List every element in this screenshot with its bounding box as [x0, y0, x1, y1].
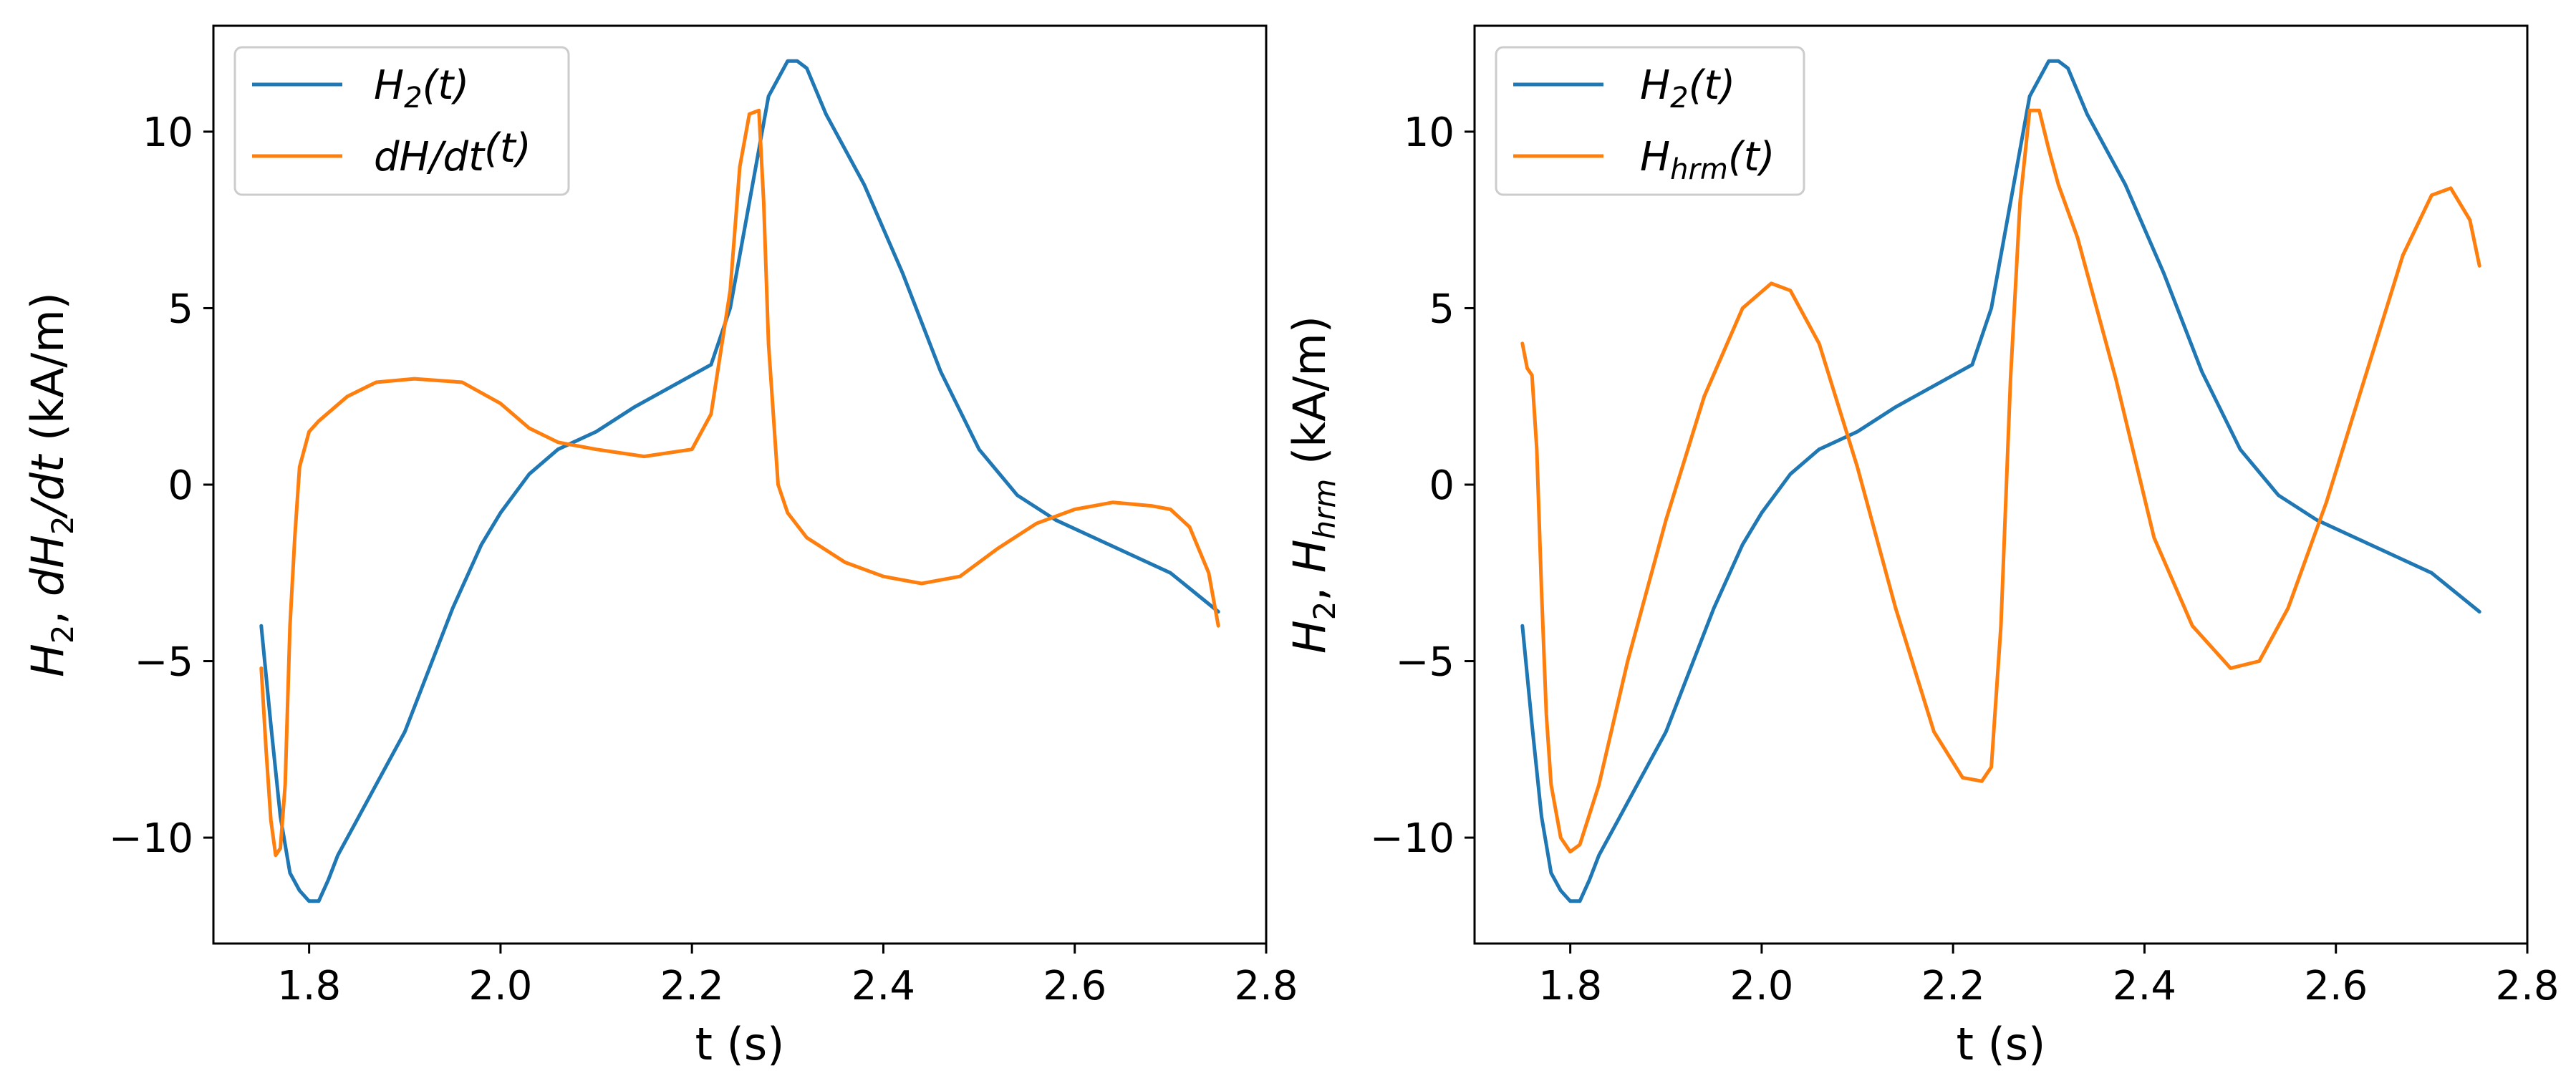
right-x-tick-label: 2.6	[2304, 963, 2368, 1009]
right-legend-label-h2: H2(t)	[1640, 62, 1735, 115]
left-x-tick-label: 1.8	[277, 963, 341, 1009]
right-y-tick-label: 0	[1429, 462, 1455, 509]
left-y-tick-label: 10	[143, 110, 193, 156]
left-series-line-blue	[259, 59, 1220, 903]
left-x-tick-label: 2.8	[1234, 963, 1298, 1009]
right-x-tick-label: 2.2	[1921, 963, 1985, 1009]
right-series-line-orange	[1520, 108, 2481, 854]
right-y-axis-label: H2, Hhrm (kA/m)	[1283, 316, 1342, 654]
right-x-tick-label: 1.8	[1538, 963, 1602, 1009]
left-series-line-orange	[259, 108, 1220, 858]
left-legend: H2(t) dH/dt(t)	[233, 46, 570, 196]
left-y-axis-label: H2, dH2/dt (kA/m)	[21, 292, 80, 677]
left-y-tick-label: −10	[109, 815, 193, 862]
right-chart-panel: 1.8 2.0 2.2 2.4 2.6 2.8 −10 −5 0 5 10 t (s) H2, Hh…	[1283, 24, 2560, 1070]
left-x-tick-label: 2.2	[660, 963, 724, 1009]
left-x-tick-label: 2.6	[1043, 963, 1106, 1009]
left-x-tick-label: 2.0	[468, 963, 532, 1009]
left-y-tick-label: 0	[168, 462, 193, 509]
right-axis-ticks: 1.8 2.0 2.2 2.4 2.6 2.8 −10 −5 0 5 10	[1370, 110, 2560, 1009]
left-y-tick-label: 5	[168, 286, 193, 332]
right-x-tick-label: 2.8	[2495, 963, 2559, 1009]
right-series-line-blue	[1520, 59, 2481, 903]
right-legend-label-hhrm: Hhrm(t)	[1640, 134, 1775, 186]
left-plot-lines	[259, 59, 1220, 903]
right-x-tick-label: 2.0	[1730, 963, 1793, 1009]
left-legend-label-dhdt: dH/dt(t)	[374, 125, 531, 180]
left-x-tick-label: 2.4	[852, 963, 915, 1009]
left-x-axis-label: t (s)	[695, 1018, 785, 1070]
left-y-tick-label: −5	[134, 639, 193, 686]
left-axis-ticks: 1.8 2.0 2.2 2.4 2.6 2.8 −10 −5 0 5 10	[109, 110, 1298, 1009]
right-x-tick-label: 2.4	[2113, 963, 2176, 1009]
right-y-tick-label: 10	[1404, 110, 1455, 156]
right-plot-lines	[1520, 59, 2481, 903]
right-y-tick-label: −10	[1370, 815, 1455, 862]
left-chart-panel: 1.8 2.0 2.2 2.4 2.6 2.8 −10 −5 0 5 10 t (s) H2, dH…	[21, 24, 1298, 1070]
left-legend-label-h2: H2(t)	[374, 62, 469, 115]
right-y-tick-label: −5	[1395, 639, 1455, 686]
right-y-tick-label: 5	[1429, 286, 1455, 332]
right-legend: H2(t) Hhrm(t)	[1495, 46, 1805, 196]
right-x-axis-label: t (s)	[1957, 1018, 2046, 1070]
